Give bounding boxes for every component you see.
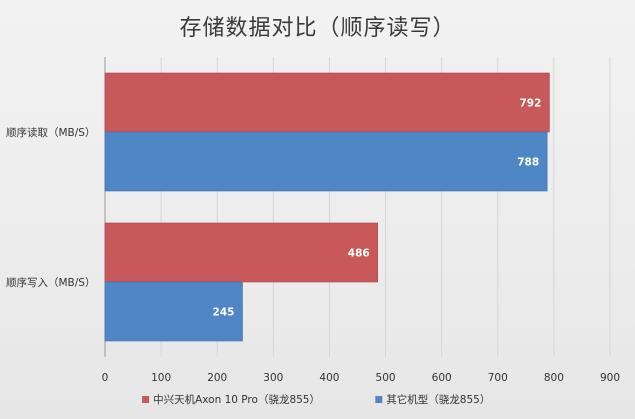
- bar: [104, 222, 379, 283]
- x-tick-label: 800: [544, 372, 564, 384]
- chart-title: 存储数据对比（顺序读写）: [179, 16, 456, 41]
- bar: [104, 131, 548, 192]
- data-label: 486: [348, 248, 370, 260]
- x-tick-label: 500: [376, 372, 396, 384]
- x-tick-label: 700: [488, 372, 508, 384]
- category-label: 顺序写入（MB/S）: [6, 276, 95, 289]
- data-label: 788: [517, 157, 539, 169]
- data-label: 245: [213, 307, 235, 319]
- legend-swatch: [375, 396, 383, 403]
- data-label: 792: [519, 98, 541, 110]
- legend-label: 其它机型（骁龙855）: [386, 393, 490, 406]
- legend: 中兴天机Axon 10 Pro（骁龙855） 其它机型（骁龙855）: [142, 393, 490, 406]
- legend-swatch: [142, 396, 150, 403]
- legend-label: 中兴天机Axon 10 Pro（骁龙855）: [153, 393, 320, 406]
- x-tick-label: 300: [263, 372, 283, 384]
- x-tick-label: 200: [207, 372, 227, 384]
- bar: [104, 72, 550, 133]
- x-tick-label: 600: [432, 372, 452, 384]
- x-tick-label: 900: [600, 372, 620, 384]
- x-tick-label: 100: [151, 372, 171, 384]
- bars: [104, 72, 550, 342]
- x-tick-label: 0: [102, 372, 109, 384]
- labels: 0 100 200 300 400 500 600 700 800 900 792 788 顺序读取（M…: [6, 98, 620, 385]
- bar: [104, 281, 243, 342]
- category-label: 顺序读取（MB/S）: [6, 126, 95, 139]
- x-tick-label: 400: [319, 372, 339, 384]
